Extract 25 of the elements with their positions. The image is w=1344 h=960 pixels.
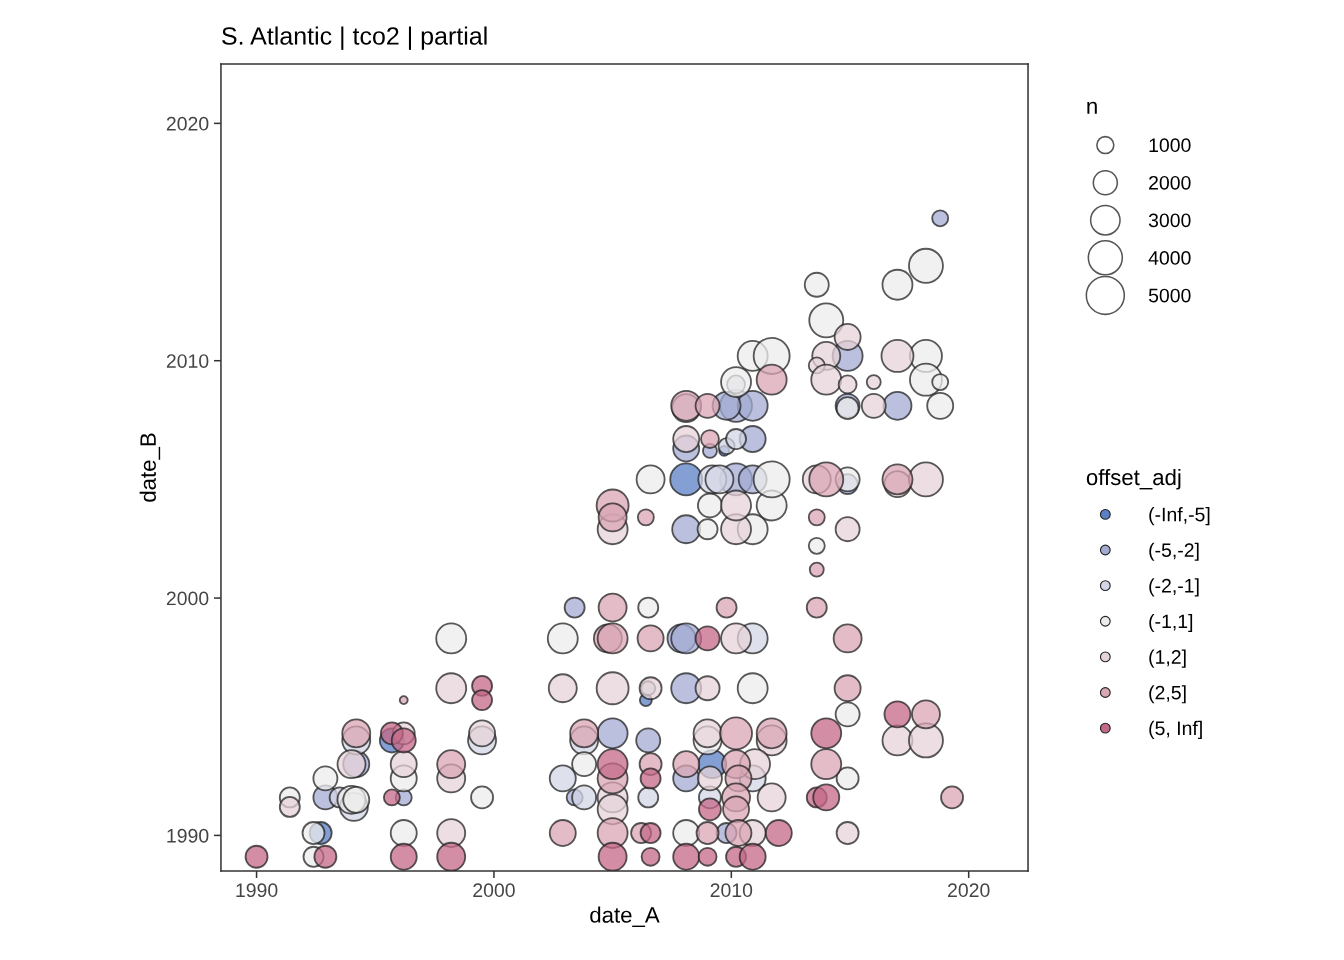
legend-label: (1,2] [1149,649,1186,668]
chart-title: S. Atlantic | tco2 | partial [222,26,487,50]
legend-label: 5000 [1148,288,1191,303]
x-axis-title: date_A [590,906,660,928]
text: n [1087,101,1097,114]
x-tick-label: 2010 [710,883,753,898]
y-axis-title: date_B [139,433,161,502]
y-tick-label: 2000 [166,591,209,606]
x-tick-label: 1990 [236,883,278,898]
legend-title: offset_adj [1086,468,1181,490]
legend-label: 2000 [1149,175,1191,190]
legend-label: 1000 [1149,138,1191,153]
legend-label: (-5,-2] [1149,542,1199,561]
legend-label: 4000 [1148,251,1191,265]
x-tick-label: 2000 [473,883,515,898]
y-tick-label: 1990 [167,828,209,843]
legend-label: (-Inf,-5] [1149,507,1210,526]
legend-label: (5, Inf] [1149,720,1202,739]
legend-label: (-2,-1] [1149,578,1199,597]
legend-label: (2,5] [1149,685,1186,704]
legend-label: 3000 [1148,213,1191,228]
y-tick-label: 2020 [166,116,209,131]
x-tick-label: 2020 [948,883,990,898]
y-tick-label: 2010 [166,354,209,368]
legend-label: (-1,1] [1149,613,1193,633]
